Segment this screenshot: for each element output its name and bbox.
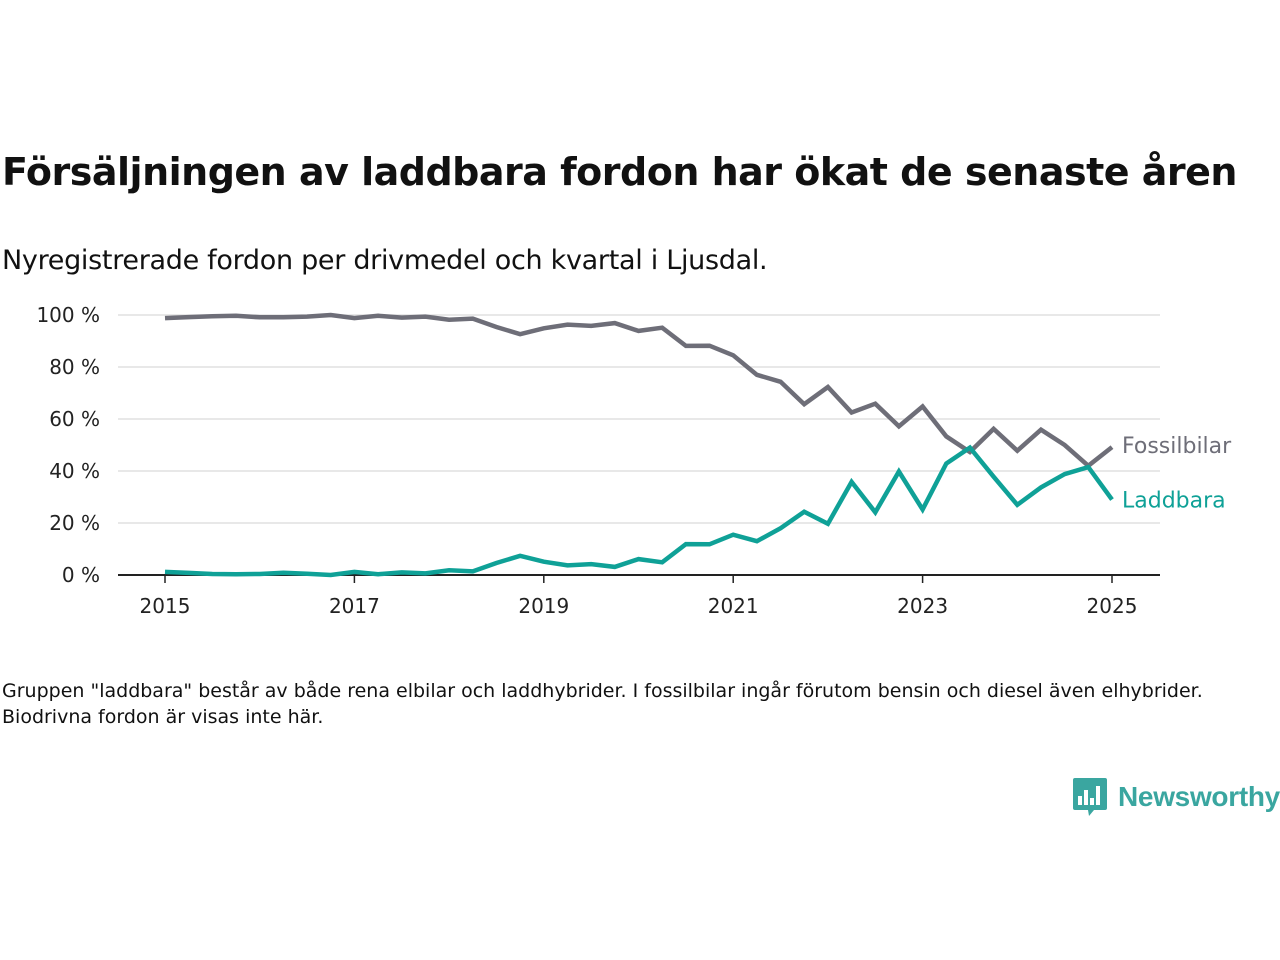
x-tick-label: 2025 [1087,594,1138,618]
newsworthy-logo-icon [1073,778,1107,816]
x-tick-label: 2017 [329,594,380,618]
y-tick-label: 80 % [49,355,100,379]
y-tick-label: 100 % [36,303,100,327]
x-axis: 2015 2017 2019 2021 2023 2025 [118,574,1160,618]
chart-title: Försäljningen av laddbara fordon har öka… [2,150,1237,194]
x-tick-label: 2019 [518,594,569,618]
y-axis: 0 % 20 % 40 % 60 % 80 % 100 % [36,303,100,587]
line-chart: 0 % 20 % 40 % 60 % 80 % 100 % 2015 2017 2019 202… [36,303,1232,618]
y-tick-label: 40 % [49,459,100,483]
x-tick-label: 2021 [708,594,759,618]
chart-subtitle: Nyregistrerade fordon per drivmedel och … [2,245,768,276]
x-tick-label: 2023 [897,594,948,618]
footnote: Gruppen "laddbara" består av både rena e… [2,680,1203,728]
series-labels: Fossilbilar Laddbara [1122,434,1232,514]
series-line-fossilbilar [164,312,1114,469]
x-tick-label: 2015 [140,594,191,618]
brand-name: Newsworthy [1118,781,1280,812]
y-tick-label: 60 % [49,407,100,431]
y-tick-label: 20 % [49,511,100,535]
series-line-laddbara [164,444,1114,578]
brand-logo: Newsworthy [1072,776,1280,818]
series-label-fossilbilar: Fossilbilar [1122,434,1232,459]
y-tick-label: 0 % [62,563,100,587]
series-label-laddbara: Laddbara [1122,489,1226,514]
series-lines [164,312,1114,578]
